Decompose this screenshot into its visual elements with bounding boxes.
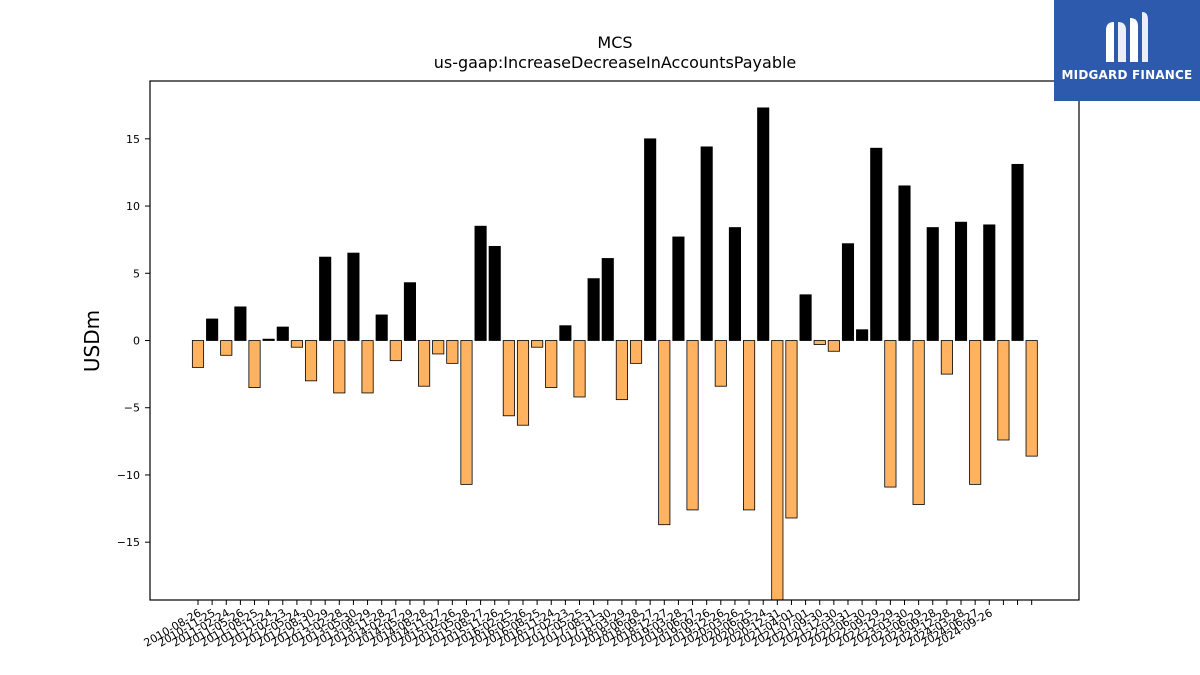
bar-22 xyxy=(502,340,515,417)
bar-6 xyxy=(276,326,289,341)
bar-46 xyxy=(841,243,855,341)
bar-44 xyxy=(813,340,826,345)
bar-47 xyxy=(856,329,869,341)
bar-2 xyxy=(220,340,233,356)
midgard-logo-icon xyxy=(1106,12,1148,62)
bar-33 xyxy=(658,340,671,526)
bar-1 xyxy=(206,318,219,341)
y-tick-label-6: 15 xyxy=(126,133,140,146)
bar-10 xyxy=(333,340,346,394)
y-tick-label-2: −5 xyxy=(124,402,140,415)
bar-18 xyxy=(446,340,459,364)
bar-17 xyxy=(432,340,445,355)
y-axis: −15 −10 −5 0 5 10 15 xyxy=(117,133,150,549)
bar-23 xyxy=(516,340,530,426)
bar-0 xyxy=(191,340,205,368)
bar-9 xyxy=(319,256,332,341)
bar-38 xyxy=(728,227,741,341)
bar-30 xyxy=(615,340,628,401)
bar-8 xyxy=(304,340,318,382)
bar-29 xyxy=(601,258,614,341)
bar-39 xyxy=(743,340,756,511)
bar-32 xyxy=(644,138,657,341)
y-tick-label-5: 10 xyxy=(126,200,140,213)
chart-subtitle: us-gaap:IncreaseDecreaseInAccountsPayabl… xyxy=(434,53,797,72)
bar-54 xyxy=(954,221,968,341)
bar-48 xyxy=(870,147,883,341)
bar-13 xyxy=(375,314,388,341)
bar-41 xyxy=(771,340,784,601)
bar-34 xyxy=(672,236,685,341)
bar-40 xyxy=(757,107,770,341)
bar-26 xyxy=(559,325,572,341)
bar-56 xyxy=(983,224,996,341)
bar-52 xyxy=(926,227,939,341)
bar-51 xyxy=(912,340,925,505)
bar-35 xyxy=(686,340,699,511)
bar-42 xyxy=(785,340,798,519)
bar-5 xyxy=(262,338,275,341)
bar-58 xyxy=(1011,163,1024,341)
bar-28 xyxy=(587,278,600,341)
bar-50 xyxy=(898,185,911,341)
bar-7 xyxy=(290,340,303,348)
bar-3 xyxy=(234,306,247,341)
bar-31 xyxy=(629,340,643,364)
bar-11 xyxy=(347,252,360,341)
bar-36 xyxy=(700,146,713,341)
bar-19 xyxy=(460,340,473,485)
bar-27 xyxy=(573,340,586,398)
bar-49 xyxy=(884,340,897,488)
plot-frame xyxy=(149,80,1080,601)
y-tick-label-3: 0 xyxy=(133,335,140,348)
bar-12 xyxy=(361,340,374,394)
chart-title: MCS xyxy=(597,33,632,52)
y-tick-label-4: 5 xyxy=(133,267,140,280)
bar-16 xyxy=(418,340,431,387)
bar-21 xyxy=(488,245,501,341)
bar-59 xyxy=(1025,340,1038,457)
brand-logo: MIDGARD FINANCE xyxy=(1054,0,1200,101)
y-tick-label-0: −15 xyxy=(117,536,140,549)
bar-25 xyxy=(545,340,558,388)
bars-group xyxy=(191,107,1038,601)
bar-45 xyxy=(827,340,840,352)
bar-4 xyxy=(248,340,261,388)
bar-55 xyxy=(969,340,982,485)
bar-14 xyxy=(389,340,402,362)
logo-text: MIDGARD FINANCE xyxy=(1061,68,1193,82)
y-axis-label: USDm xyxy=(80,310,104,372)
bar-43 xyxy=(799,294,812,341)
y-tick-label-1: −10 xyxy=(117,469,140,482)
bar-53 xyxy=(940,340,953,375)
bar-24 xyxy=(531,340,544,348)
bar-20 xyxy=(474,225,487,341)
x-axis: 2010-08-262011-02-242011-08-252012-02-23… xyxy=(142,600,1033,650)
bar-15 xyxy=(403,282,416,341)
bar-57 xyxy=(997,340,1010,441)
bar-37 xyxy=(714,340,727,387)
